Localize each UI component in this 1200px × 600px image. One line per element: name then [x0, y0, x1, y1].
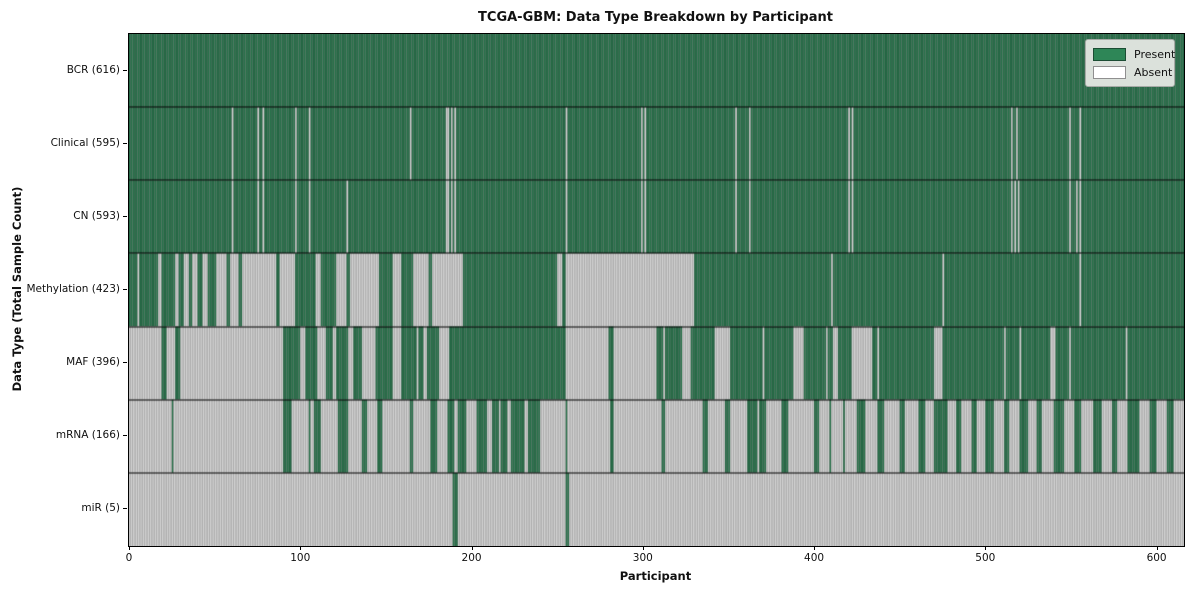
legend-entry-absent: Absent [1093, 63, 1172, 81]
x-tick-mark [814, 546, 816, 550]
plot-area [128, 33, 1185, 547]
legend-entry-present: Present [1093, 45, 1175, 63]
y-tick-label: mRNA (166) [55, 429, 120, 442]
x-tick-mark [129, 546, 130, 550]
x-tick-label: 500 [975, 552, 996, 564]
y-tick-label: Clinical (595) [50, 136, 120, 149]
legend-label-absent: Absent [1134, 65, 1173, 79]
y-tick-mark [123, 435, 127, 436]
y-tick-label: BCR (616) [66, 63, 120, 76]
y-tick-label: MAF (396) [66, 356, 120, 369]
x-tick-mark [471, 546, 473, 550]
chart-canvas [129, 34, 1184, 546]
x-tick-mark [300, 546, 302, 550]
present-swatch [1093, 47, 1126, 61]
y-tick-label: miR (5) [81, 502, 120, 515]
y-tick-mark [123, 289, 127, 290]
y-tick-mark [123, 508, 127, 509]
x-tick-mark [642, 546, 644, 550]
y-tick-label: CN (593) [73, 209, 120, 222]
x-tick-label: 0 [125, 552, 133, 564]
absent-swatch [1093, 65, 1126, 79]
y-tick-mark [123, 143, 127, 144]
x-tick-mark [985, 546, 987, 550]
y-tick-mark [123, 70, 127, 71]
legend: Present Absent [1085, 39, 1175, 87]
x-tick-label: 600 [1146, 552, 1167, 564]
x-tick-label: 100 [290, 552, 311, 564]
chart-title: TCGA-GBM: Data Type Breakdown by Partici… [478, 10, 833, 25]
x-tick-label: 400 [804, 552, 825, 564]
legend-label-present: Present [1134, 47, 1176, 61]
x-tick-mark [1156, 546, 1158, 550]
y-tick-label: Methylation (423) [26, 283, 120, 295]
x-tick-label: 300 [632, 552, 653, 564]
x-axis-title: Participant [619, 569, 692, 583]
x-tick-label: 200 [461, 552, 482, 564]
y-tick-mark [123, 216, 127, 217]
y-tick-mark [123, 362, 127, 363]
